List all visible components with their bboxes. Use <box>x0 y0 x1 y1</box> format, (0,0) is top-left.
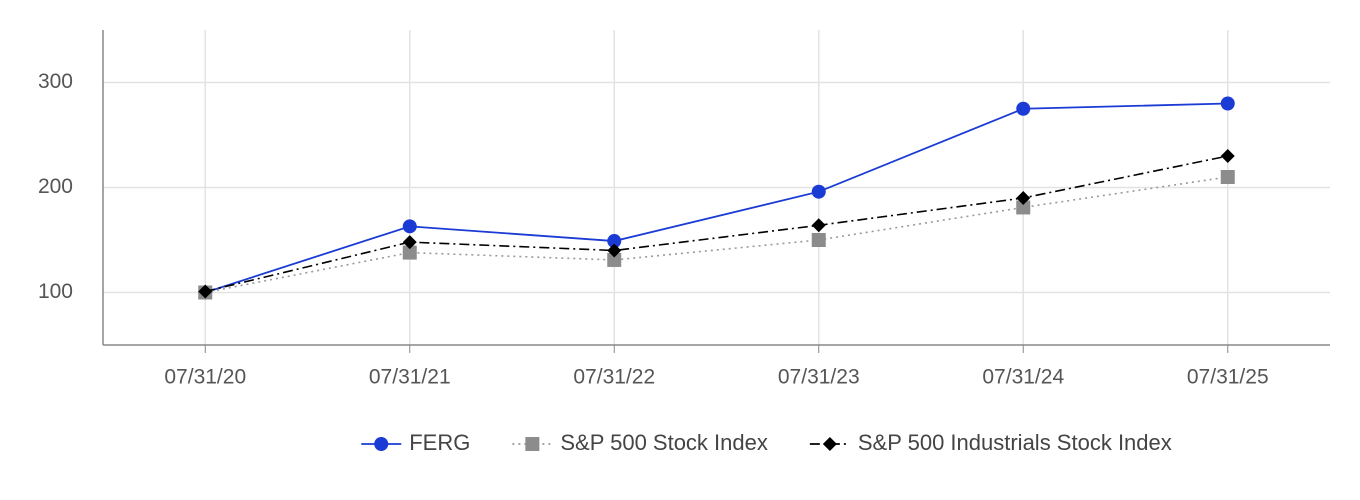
marker <box>607 243 622 258</box>
marker <box>1220 170 1235 184</box>
x-tick-label: 07/31/20 <box>164 366 246 389</box>
marker <box>811 218 826 233</box>
series-line <box>204 102 1228 294</box>
y-tick-label: 100 <box>38 280 73 303</box>
y-tick-label: 200 <box>38 175 73 198</box>
marker <box>1220 149 1235 163</box>
marker <box>811 233 826 247</box>
x-tick-label: 07/31/21 <box>369 366 451 389</box>
marker <box>1016 101 1031 116</box>
marker <box>607 252 622 267</box>
marker <box>811 184 826 199</box>
marker <box>374 437 389 451</box>
legend-label: S&P 500 Industrials Stock Index <box>858 430 1172 455</box>
marker <box>402 235 417 250</box>
x-tick-label: 07/31/22 <box>573 366 655 389</box>
legend-label: FERG <box>409 430 470 455</box>
marker <box>822 437 837 451</box>
marker <box>402 245 417 260</box>
x-tick-label: 07/31/25 <box>1187 366 1269 389</box>
marker <box>1016 191 1031 205</box>
legend: FERG S&P 500 Stock Index S&P 500 Industria… <box>361 430 1172 455</box>
x-tick-label: 07/31/23 <box>778 366 860 389</box>
legend-label: S&P 500 Stock Index <box>560 430 768 455</box>
marker <box>402 219 417 234</box>
series-line <box>205 155 1228 293</box>
marker <box>1220 96 1235 111</box>
marker <box>1016 200 1031 215</box>
series-line <box>205 176 1228 294</box>
y-tick-label: 300 <box>38 70 73 93</box>
marker <box>607 234 622 249</box>
marker <box>198 284 213 299</box>
marker <box>525 437 540 451</box>
x-tick-label: 07/31/24 <box>982 366 1064 389</box>
